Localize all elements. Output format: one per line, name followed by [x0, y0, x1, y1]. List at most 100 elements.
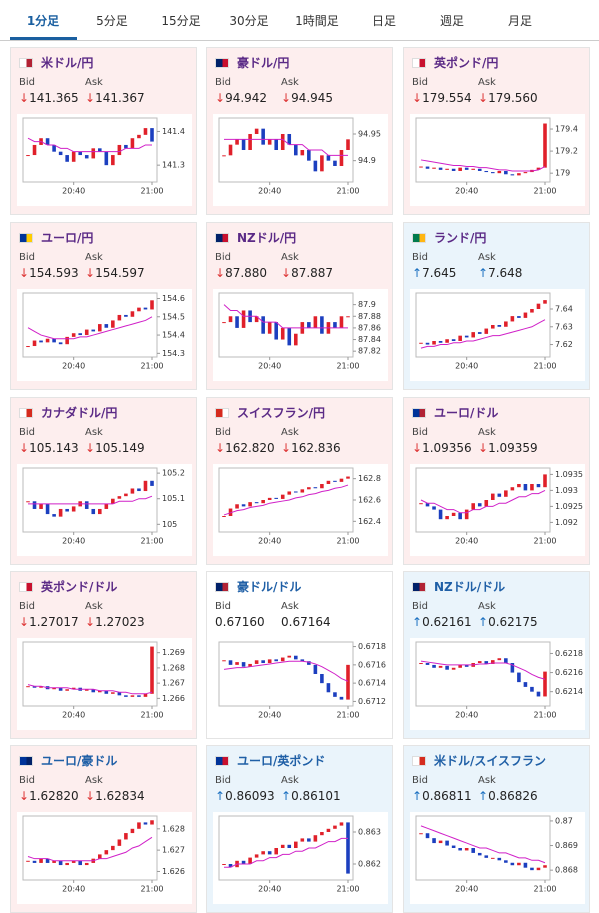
currency-card[interactable]: 英ポンド/ドル Bid Ask ↓1.27017 ↓1.27023 1.266 1.267 1… — [10, 571, 197, 739]
mini-chart: 87.82 87.84 87.86 87.88 87.9 20:40 21:00 — [213, 289, 388, 381]
pair-title[interactable]: 豪ドル/ドル — [237, 580, 302, 594]
currency-card[interactable]: NZドル/ドル Bid Ask ↑0.62161 ↑0.62175 0.6214 0.621… — [403, 571, 590, 739]
candle — [320, 316, 324, 334]
y-tick-label: 0.6716 — [358, 660, 386, 669]
currency-card[interactable]: ランド/円 Bid Ask ↑7.645 ↑7.648 7.62 7.63 7.64 20:40… — [403, 222, 590, 390]
y-tick-label: 1.266 — [162, 694, 185, 703]
pair-title[interactable]: 英ポンド/ドル — [41, 580, 118, 594]
plot-frame — [415, 467, 551, 533]
pair-title[interactable]: ユーロ/豪ドル — [41, 754, 118, 768]
bid-label: Bid — [19, 77, 35, 88]
currency-card[interactable]: 英ポンド/円 Bid Ask ↓179.554 ↓179.560 179 179.2 179.… — [403, 47, 590, 215]
candle — [471, 332, 476, 338]
candle — [97, 854, 102, 859]
pair-title[interactable]: ユーロ/円 — [41, 231, 94, 245]
flag — [215, 233, 229, 243]
pair-title[interactable]: ユーロ/ドル — [434, 406, 499, 420]
candle — [143, 822, 148, 825]
bid-label: Bid — [19, 775, 35, 786]
candle — [150, 646, 154, 694]
bid-value: ↓87.880 — [215, 266, 267, 280]
bid-value: ↑0.62161 — [412, 615, 472, 629]
candle — [458, 512, 462, 520]
plot-frame — [415, 641, 551, 707]
tab[interactable]: 30分足 — [229, 14, 269, 28]
bid-label: Bid — [215, 77, 231, 88]
flag — [19, 582, 33, 592]
bid-price: 179.554 — [422, 91, 472, 105]
y-tick-label: 0.862 — [358, 860, 381, 869]
candle — [143, 693, 148, 697]
currency-card[interactable]: 豪ドル/ドル Bid Ask 0.67160 0.67164 0.6712 0.6714 0.… — [206, 571, 393, 739]
trend-arrow: ↓ — [281, 266, 292, 280]
y-tick-label: 1.269 — [162, 648, 185, 657]
y-tick-label: 1.626 — [162, 867, 185, 876]
pair-title[interactable]: NZドル/ドル — [434, 580, 506, 594]
pair-title[interactable]: スイスフラン/円 — [237, 406, 326, 420]
ask-label: Ask — [85, 775, 103, 786]
currency-card[interactable]: 米ドル/円 Bid Ask ↓141.365 ↓141.367 141.3 141.4 20:… — [10, 47, 197, 215]
candle — [339, 822, 344, 826]
currency-card[interactable]: スイスフラン/円 Bid Ask ↓162.820 ↓162.836 162.4 162.6… — [206, 397, 393, 565]
ask-price: 1.09359 — [488, 441, 538, 455]
currency-card[interactable]: ユーロ/豪ドル Bid Ask ↓1.62820 ↓1.62834 1.626 1.627 1… — [10, 745, 197, 913]
pair-title[interactable]: 豪ドル/円 — [237, 56, 290, 70]
ask-label: Ask — [85, 252, 103, 263]
currency-card[interactable]: ユーロ/英ポンド Bid Ask ↑0.86093 ↑0.86101 0.862 0.863… — [206, 745, 393, 913]
candle — [504, 658, 508, 664]
candle — [497, 857, 502, 861]
x-tick-label: 20:40 — [62, 711, 85, 720]
moving-average — [420, 489, 546, 514]
candle — [32, 860, 37, 863]
pair-title[interactable]: 米ドル/スイスフラン — [434, 754, 547, 768]
candle — [484, 661, 489, 664]
currency-card[interactable]: 豪ドル/円 Bid Ask ↓94.942 ↓94.945 94.9 94.95 20:40 2… — [206, 47, 393, 215]
pair-title[interactable]: カナダドル/円 — [41, 406, 118, 420]
candle — [254, 854, 259, 858]
currency-card[interactable]: ユーロ/ドル Bid Ask ↓1.09356 ↓1.09359 1.092 1.0925 1… — [403, 397, 590, 565]
x-tick-label: 21:00 — [336, 537, 359, 546]
tab[interactable]: 1時間足 — [295, 14, 339, 28]
currency-card[interactable]: NZドル/円 Bid Ask ↓87.880 ↓87.887 87.82 87.84 87.8… — [206, 222, 393, 390]
candle — [432, 341, 436, 345]
candle — [71, 687, 76, 690]
candle — [150, 480, 154, 486]
candle — [451, 845, 456, 848]
plot-frame — [218, 292, 354, 358]
pair-title[interactable]: NZドル/円 — [237, 231, 297, 245]
ask-price: 7.648 — [488, 266, 523, 280]
ask-price: 94.945 — [291, 91, 334, 105]
y-tick-label: 0.6714 — [358, 679, 386, 688]
plot-frame — [218, 641, 354, 707]
x-tick-label: 20:40 — [258, 711, 281, 720]
pair-title[interactable]: 英ポンド/円 — [434, 56, 499, 70]
pair-title[interactable]: 米ドル/円 — [41, 56, 94, 70]
candle — [458, 335, 462, 341]
tab[interactable]: 5分足 — [96, 14, 128, 28]
candle — [104, 850, 109, 855]
y-tick-label: 87.9 — [358, 300, 376, 309]
currency-card[interactable]: ユーロ/円 Bid Ask ↓154.593 ↓154.597 154.3 154.4 154… — [10, 222, 197, 390]
x-tick-label: 21:00 — [533, 187, 556, 196]
currency-card[interactable]: カナダドル/円 Bid Ask ↓105.143 ↓105.149 105 105.1 105… — [10, 397, 197, 565]
tab[interactable]: 日足 — [371, 14, 396, 28]
candle — [254, 502, 259, 504]
pair-title[interactable]: ランド/円 — [434, 231, 487, 245]
y-tick-label: 1.0935 — [555, 470, 583, 479]
tab[interactable]: 15分足 — [161, 14, 201, 28]
candle — [241, 139, 246, 150]
candle — [320, 155, 324, 172]
tab[interactable]: 週足 — [439, 14, 464, 28]
ask-label: Ask — [281, 427, 299, 438]
x-tick-label: 20:40 — [455, 537, 478, 546]
pair-title[interactable]: ユーロ/英ポンド — [237, 754, 326, 768]
trend-arrow: ↑ — [412, 266, 423, 280]
tab[interactable]: 月足 — [507, 14, 532, 28]
x-tick-label: 21:00 — [140, 537, 163, 546]
y-tick-label: 7.62 — [555, 340, 573, 349]
candle — [137, 822, 141, 829]
currency-card[interactable]: 米ドル/スイスフラン Bid Ask ↑0.86811 ↑0.86826 0.868 0.8… — [403, 745, 590, 913]
tab[interactable]: 1分足 — [26, 14, 60, 28]
flag — [215, 582, 229, 592]
